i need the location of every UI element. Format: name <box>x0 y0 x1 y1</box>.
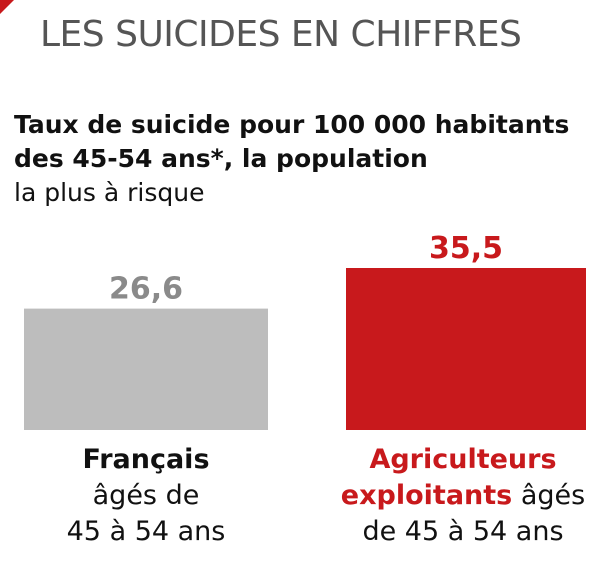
bar-agriculteurs <box>346 268 586 430</box>
value-label-francais: 26,6 <box>109 272 183 307</box>
subtitle-line-2: des 45-54 ans*, la population <box>14 144 428 173</box>
category-label-francais: Français âgés de 45 à 54 ans <box>24 442 268 550</box>
value-label-agriculteurs: 35,5 <box>429 231 503 266</box>
category-label-agriculteurs-strong-2: exploitants <box>340 480 513 511</box>
category-label-francais-line3: 45 à 54 ans <box>66 516 226 547</box>
chart-subtitle: Taux de suicide pour 100 000 habitants d… <box>14 108 604 210</box>
category-label-agriculteurs: Agriculteurs exploitants âgés de 45 à 54… <box>340 442 586 550</box>
bar-francais <box>24 308 268 430</box>
page-title: LES SUICIDES EN CHIFFRES <box>40 14 522 55</box>
corner-accent <box>0 0 14 14</box>
subtitle-line-3: la plus à risque <box>14 178 205 207</box>
category-label-agriculteurs-strong-1: Agriculteurs <box>369 444 557 475</box>
category-label-francais-line2: âgés de <box>92 480 200 511</box>
subtitle-line-1: Taux de suicide pour 100 000 habitants <box>14 110 570 139</box>
category-label-agriculteurs-line2: exploitants âgés <box>340 478 586 514</box>
category-label-agriculteurs-line3: de 45 à 54 ans <box>362 516 564 547</box>
category-label-francais-strong: Français <box>82 444 210 475</box>
category-label-agriculteurs-rest: âgés <box>512 480 586 511</box>
